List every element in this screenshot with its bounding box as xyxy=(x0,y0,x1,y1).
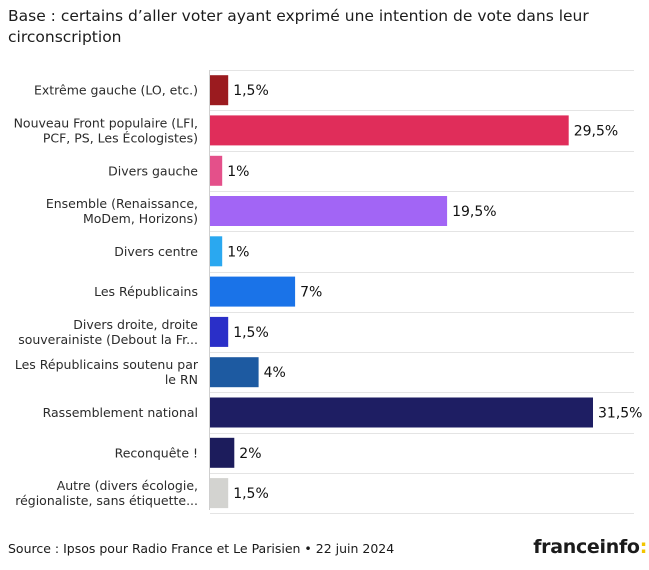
category-label: souverainiste (Debout la Fr... xyxy=(18,332,198,347)
category-label: Reconquête ! xyxy=(115,445,198,460)
franceinfo-logo: franceinfo: xyxy=(533,536,647,558)
value-label: 7% xyxy=(300,285,322,301)
bar-chart: Extrême gauche (LO, etc.) Nouveau Front p… xyxy=(14,70,642,514)
bar xyxy=(210,196,448,226)
category-label: le RN xyxy=(165,372,198,387)
category-label: régionaliste, sans étiquette... xyxy=(15,493,198,508)
category-label: MoDem, Horizons) xyxy=(83,211,198,226)
bar xyxy=(210,115,569,146)
category-label: Les Républicains xyxy=(94,284,198,299)
value-label: 2% xyxy=(239,446,261,462)
value-label: 31,5% xyxy=(598,406,642,422)
bars-group xyxy=(210,75,593,509)
value-label: 29,5% xyxy=(574,123,618,139)
value-label: 1,5% xyxy=(233,325,269,341)
category-label: Divers droite, droite xyxy=(73,317,198,332)
category-label: Divers gauche xyxy=(108,163,198,178)
value-label: 1% xyxy=(227,164,249,180)
value-label: 19,5% xyxy=(452,204,496,220)
logo-colon: : xyxy=(639,536,648,558)
bar xyxy=(210,155,223,186)
bar xyxy=(210,437,235,468)
value-label: 1,5% xyxy=(233,486,269,502)
logo-text: franceinfo xyxy=(533,536,640,558)
value-label: 1% xyxy=(227,244,249,260)
category-label: Nouveau Front populaire (LFI, xyxy=(14,115,198,130)
category-label: Ensemble (Renaissance, xyxy=(46,196,198,211)
bar xyxy=(210,236,223,267)
chart-title: Base : certains d’aller voter ayant expr… xyxy=(8,7,589,46)
bar xyxy=(210,357,259,388)
category-label: Divers centre xyxy=(114,244,198,259)
value-labels-group: 1,5% 29,5% 1% 19,5% 1% 7% 1,5% 4% 31,5% 2% 1,5% xyxy=(227,83,642,502)
category-labels-group: Extrême gauche (LO, etc.) Nouveau Front p… xyxy=(14,83,199,508)
category-label: Les Républicains soutenu par xyxy=(15,357,199,372)
value-label: 1,5% xyxy=(233,83,269,99)
value-label: 4% xyxy=(264,365,286,381)
bar xyxy=(210,75,229,106)
bar xyxy=(210,478,229,509)
gridlines xyxy=(210,70,634,514)
category-label: Extrême gauche (LO, etc.) xyxy=(34,83,198,98)
bar xyxy=(210,397,593,428)
bar xyxy=(210,276,296,307)
category-label: Autre (divers écologie, xyxy=(57,478,198,493)
bar xyxy=(210,316,229,347)
category-label: Rassemblement national xyxy=(43,405,198,420)
source-note: Source : Ipsos pour Radio France et Le P… xyxy=(8,541,395,556)
category-label: PCF, PS, Les Écologistes) xyxy=(43,130,198,145)
